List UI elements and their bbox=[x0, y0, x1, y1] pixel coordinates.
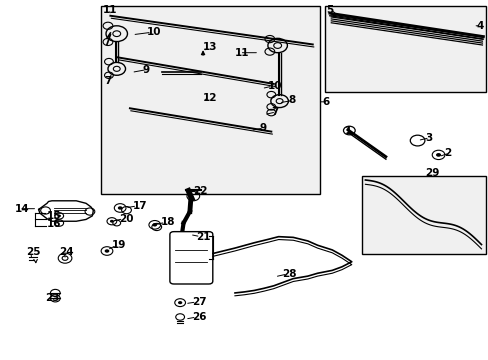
Text: 2: 2 bbox=[444, 148, 451, 158]
Text: 17: 17 bbox=[132, 201, 147, 211]
Text: 14: 14 bbox=[14, 204, 29, 214]
Circle shape bbox=[152, 223, 157, 226]
Text: 26: 26 bbox=[191, 312, 206, 322]
Circle shape bbox=[118, 206, 122, 210]
Text: 22: 22 bbox=[193, 186, 207, 197]
Bar bbox=[101, 6, 320, 194]
Text: 11: 11 bbox=[103, 5, 117, 15]
Circle shape bbox=[57, 215, 61, 217]
Text: 9: 9 bbox=[142, 64, 149, 75]
Text: 10: 10 bbox=[147, 27, 161, 37]
Text: 20: 20 bbox=[119, 214, 133, 224]
Circle shape bbox=[110, 220, 114, 223]
Text: 1: 1 bbox=[344, 126, 351, 135]
Text: 29: 29 bbox=[424, 168, 438, 178]
Circle shape bbox=[104, 249, 109, 253]
Circle shape bbox=[178, 301, 182, 304]
Text: 3: 3 bbox=[424, 133, 431, 143]
Text: 12: 12 bbox=[203, 93, 217, 103]
Text: 18: 18 bbox=[160, 217, 175, 227]
Text: 27: 27 bbox=[191, 297, 206, 307]
Bar bbox=[361, 176, 485, 253]
Text: 15: 15 bbox=[47, 211, 61, 221]
Text: 21: 21 bbox=[195, 232, 210, 242]
Text: 28: 28 bbox=[282, 269, 296, 279]
Text: 24: 24 bbox=[59, 247, 74, 257]
Text: 9: 9 bbox=[259, 123, 265, 133]
Text: 10: 10 bbox=[267, 81, 282, 91]
Text: 4: 4 bbox=[475, 21, 483, 31]
Text: 6: 6 bbox=[322, 97, 329, 107]
Text: 13: 13 bbox=[203, 42, 217, 52]
Circle shape bbox=[435, 153, 440, 157]
Bar bbox=[325, 6, 485, 92]
FancyBboxPatch shape bbox=[169, 231, 212, 284]
Text: 5: 5 bbox=[326, 5, 333, 15]
Text: 7: 7 bbox=[271, 107, 278, 117]
Text: 8: 8 bbox=[288, 95, 295, 105]
Text: 16: 16 bbox=[47, 219, 61, 229]
Text: 11: 11 bbox=[234, 48, 249, 58]
Text: 25: 25 bbox=[26, 247, 41, 257]
Text: 23: 23 bbox=[45, 293, 60, 303]
Text: 19: 19 bbox=[112, 240, 126, 250]
Text: 7: 7 bbox=[104, 76, 111, 86]
